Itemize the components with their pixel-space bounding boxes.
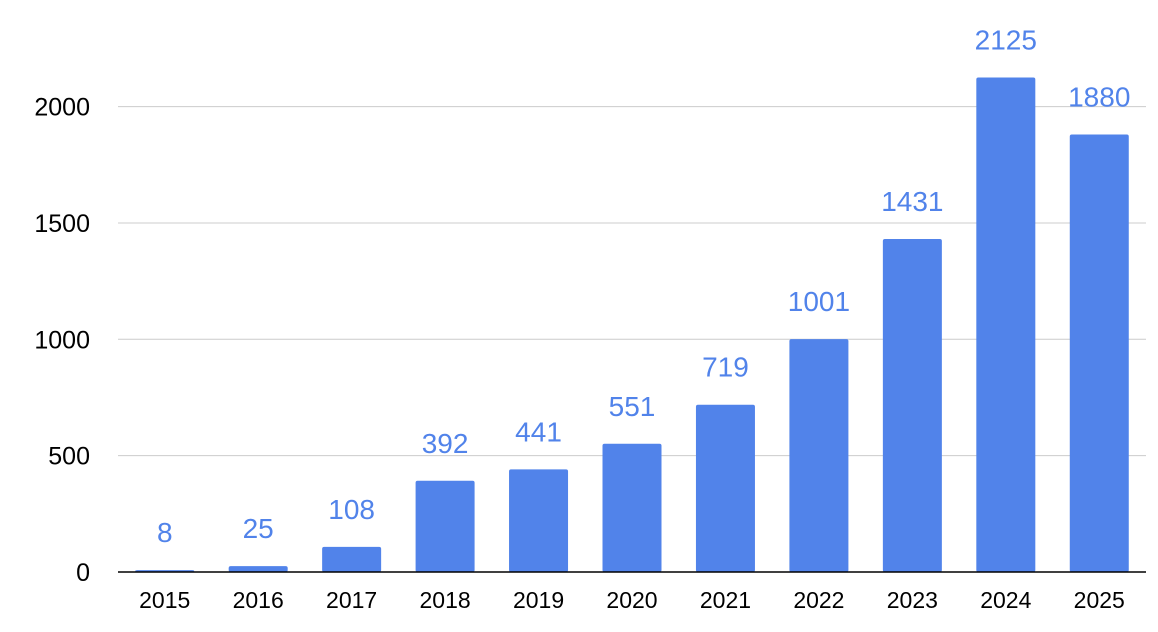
data-label: 1880 [1068,82,1130,113]
bar [415,480,475,572]
bar [695,404,755,572]
y-tick-label: 1500 [34,210,90,238]
data-label: 392 [422,428,469,459]
x-tick-label: 2017 [326,587,377,613]
y-tick-label: 500 [48,443,90,471]
data-label: 108 [328,494,375,525]
bar [789,339,849,572]
x-tick-label: 2015 [139,587,190,613]
bars [135,77,1129,573]
x-tick-label: 2019 [513,587,564,613]
y-tick-label: 2000 [34,94,90,122]
data-label: 719 [702,352,749,383]
x-tick-label: 2016 [233,587,284,613]
data-label: 1001 [788,286,850,317]
x-tick-label: 2020 [606,587,657,613]
bar [976,77,1036,572]
bar [322,546,382,572]
x-tick-label: 2024 [980,587,1031,613]
x-tick-label: 2025 [1074,587,1125,613]
bar [1069,134,1129,573]
y-tick-label: 0 [76,559,90,587]
y-tick-label: 1000 [34,326,90,354]
data-label: 1431 [881,186,943,217]
bar [228,566,288,572]
bar [602,443,662,572]
data-label: 441 [515,416,562,447]
x-tick-label: 2021 [700,587,751,613]
y-axis-ticks: 0 500 1000 1500 2000 [34,94,90,587]
data-label: 551 [609,391,656,422]
data-label: 8 [157,517,173,548]
bar [882,239,942,573]
data-label: 25 [243,513,274,544]
data-label: 2125 [975,25,1037,56]
bar [509,469,569,572]
x-tick-label: 2018 [420,587,471,613]
x-tick-label: 2022 [793,587,844,613]
data-labels: 8 25 108 392 441 551 719 1001 1431 2125 1880 [157,25,1130,549]
x-axis-ticks: 2015 2016 2017 2018 2019 2020 2021 2022 2023 2024… [139,587,1125,613]
x-tick-label: 2023 [887,587,938,613]
